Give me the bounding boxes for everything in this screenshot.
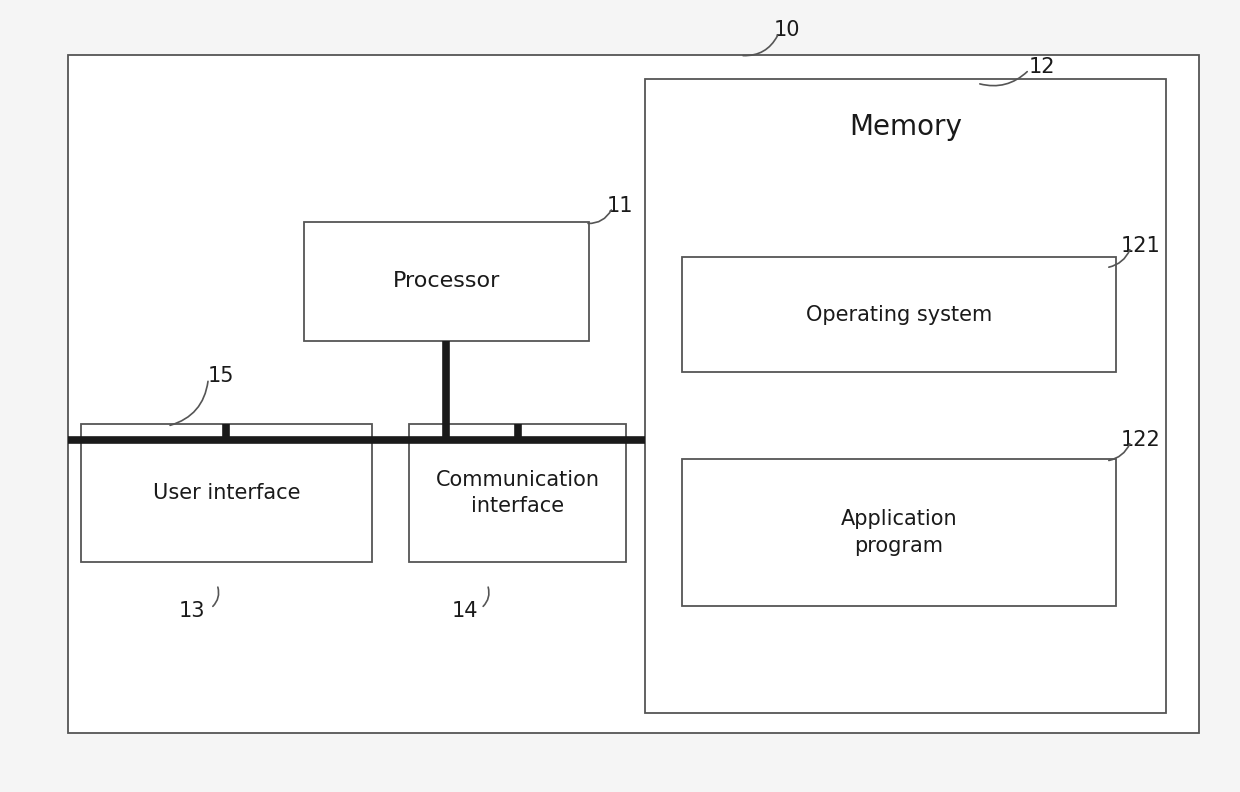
Text: User interface: User interface bbox=[153, 483, 300, 503]
Text: 121: 121 bbox=[1121, 235, 1161, 256]
Bar bbox=[81, 424, 372, 562]
Text: 12: 12 bbox=[1028, 57, 1055, 78]
Text: Processor: Processor bbox=[393, 271, 500, 291]
Text: 122: 122 bbox=[1121, 429, 1161, 450]
Text: Communication
interface: Communication interface bbox=[435, 470, 600, 516]
Text: Operating system: Operating system bbox=[806, 305, 992, 325]
Text: 13: 13 bbox=[179, 601, 206, 622]
Text: 14: 14 bbox=[451, 601, 479, 622]
Bar bbox=[304, 222, 589, 341]
Text: 15: 15 bbox=[207, 366, 234, 386]
Bar bbox=[682, 459, 1116, 606]
Text: Memory: Memory bbox=[848, 112, 962, 141]
Text: Application
program: Application program bbox=[841, 509, 957, 556]
Bar bbox=[645, 79, 1166, 713]
Bar bbox=[682, 257, 1116, 372]
Bar bbox=[68, 55, 1199, 733]
Bar bbox=[409, 424, 626, 562]
Text: 11: 11 bbox=[606, 196, 634, 216]
Text: 10: 10 bbox=[774, 20, 801, 40]
